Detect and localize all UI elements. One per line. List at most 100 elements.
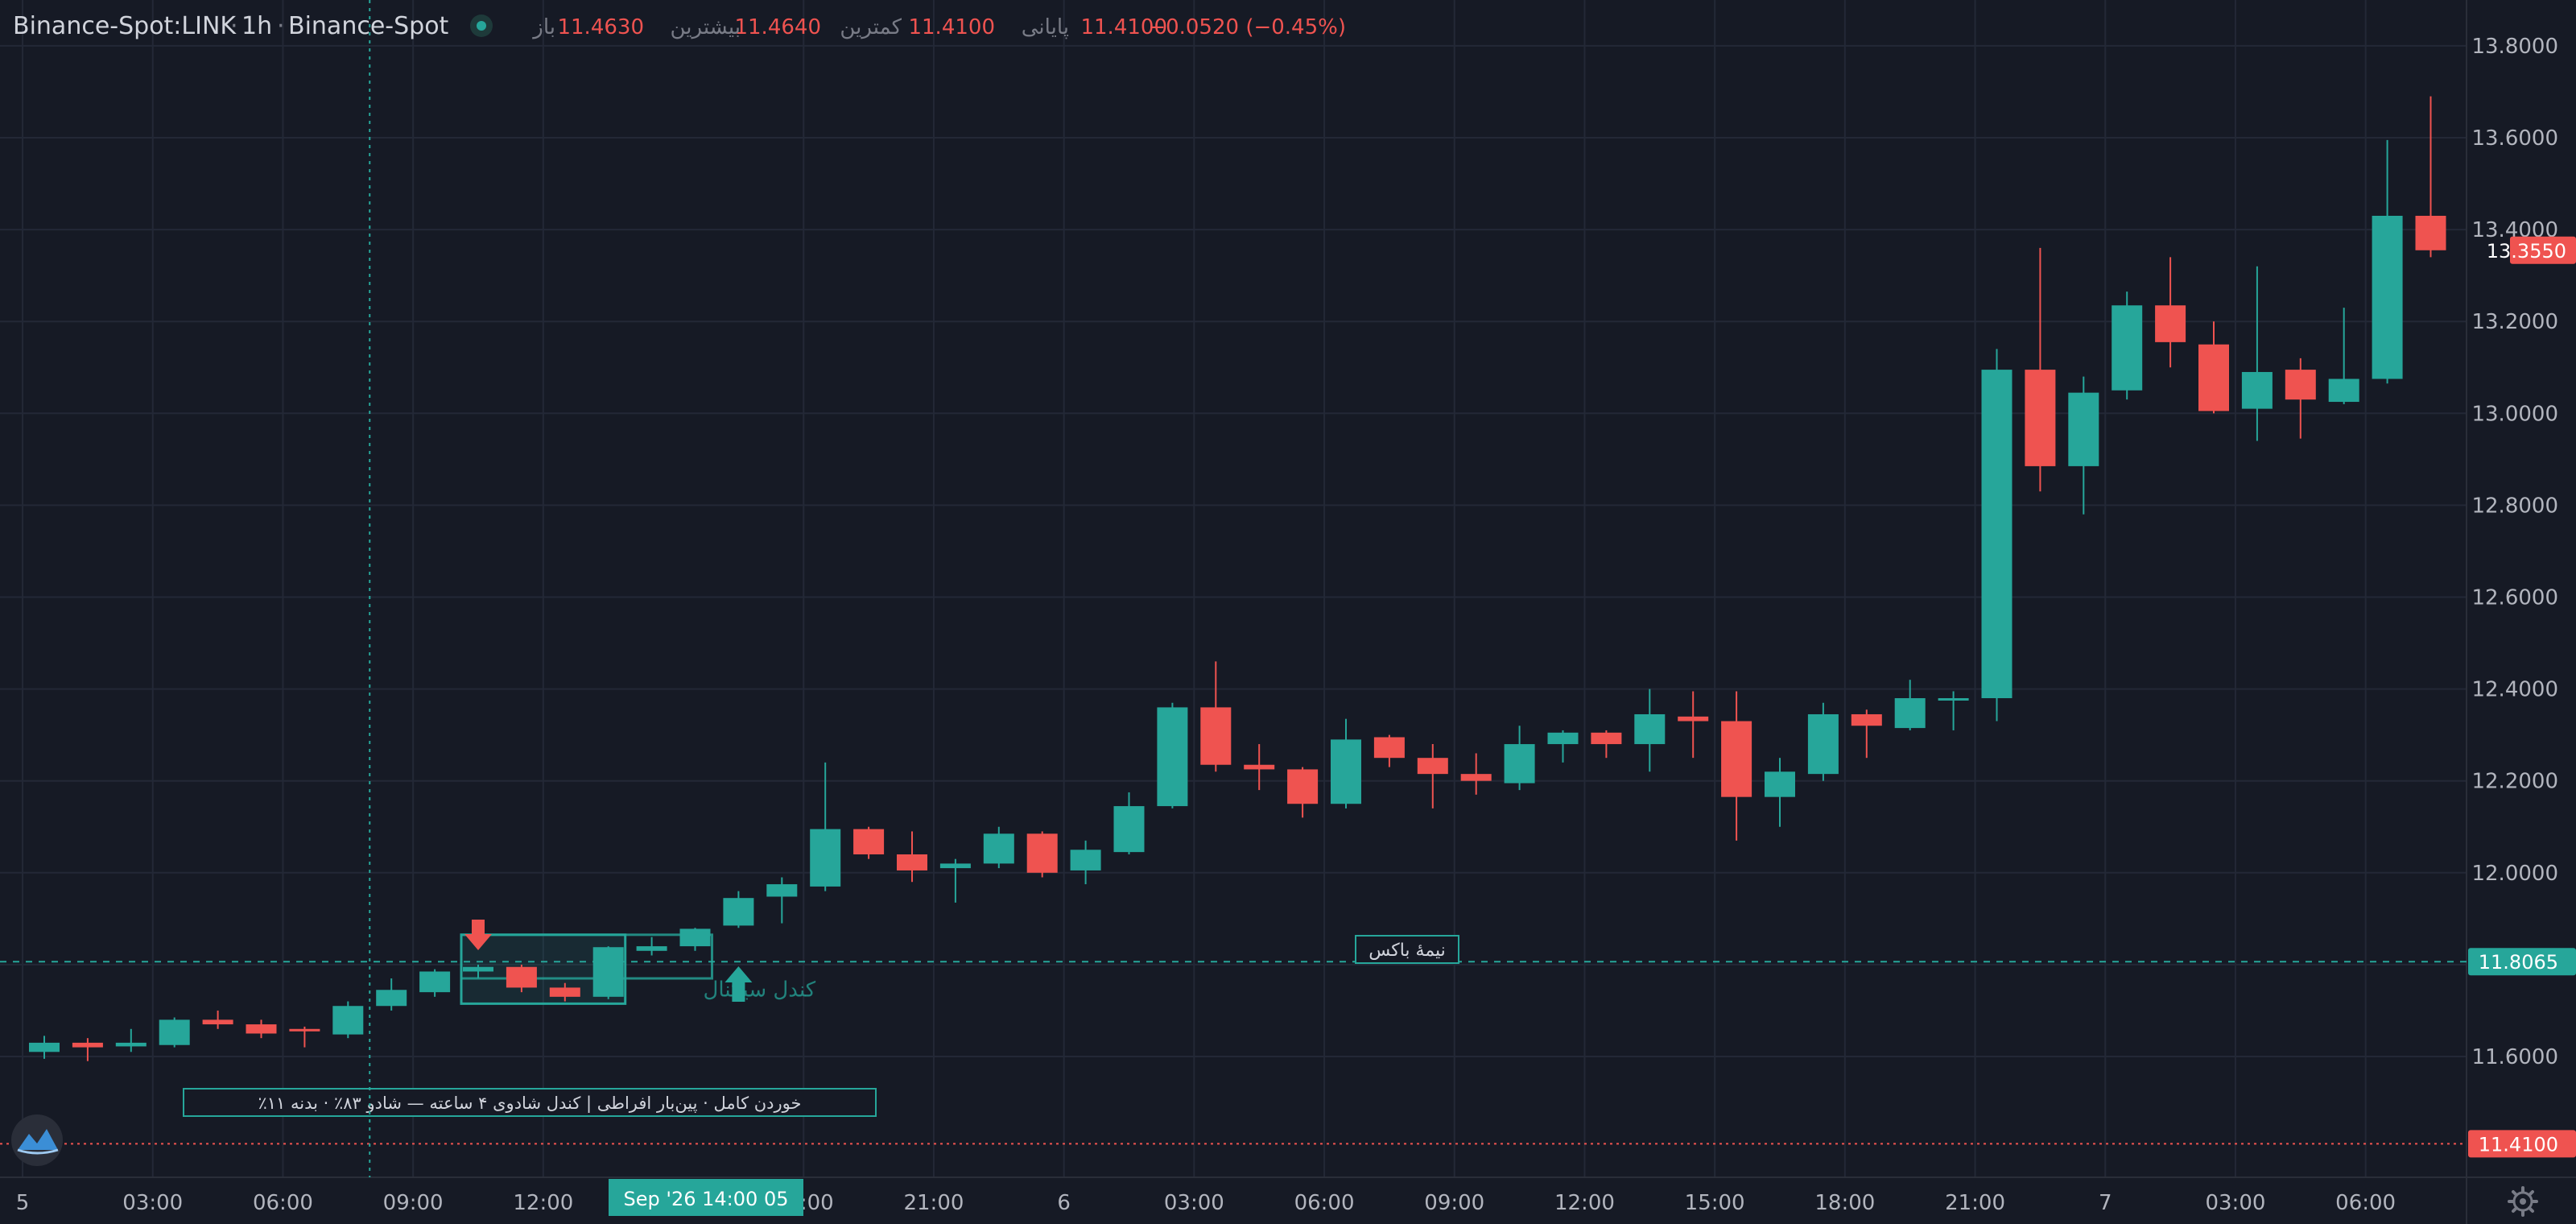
candle-body: [72, 1042, 103, 1048]
candle: [636, 937, 667, 956]
symbol-name[interactable]: Binance-Spot:LINK: [13, 12, 237, 40]
price-axis[interactable]: 11.600011.800012.000012.200012.400012.60…: [2471, 35, 2558, 1069]
candle-body: [983, 833, 1014, 864]
candle: [419, 969, 451, 997]
candle-body: [2241, 371, 2273, 409]
candle-body: [1634, 713, 1666, 745]
arrow-up-icon: [724, 966, 753, 1002]
candle-body: [549, 987, 580, 997]
svg-text:نیمهٔ باکس: نیمهٔ باکس: [1368, 941, 1446, 961]
settings-gear-icon[interactable]: [2508, 1186, 2538, 1217]
x-tick-label: 7: [2099, 1191, 2112, 1215]
low-value: 11.4100: [908, 15, 995, 39]
x-tick-label: 03:00: [2205, 1191, 2265, 1215]
candle: [1460, 753, 1492, 795]
candle-body: [1851, 713, 1882, 726]
candle: [1373, 734, 1405, 767]
x-tick-label: 12:00: [1554, 1191, 1615, 1215]
candle-body: [897, 854, 927, 870]
candle: [897, 831, 927, 883]
candle-body: [853, 829, 885, 854]
time-axis[interactable]: 5 03:00 06:00 09:00 12:00 18:00 21:00 6 03:00 06:…: [16, 1191, 2396, 1215]
candle-body: [2415, 215, 2446, 250]
candle-body: [2198, 344, 2229, 411]
candle-body: [2285, 370, 2316, 400]
candle-body: [2328, 378, 2359, 403]
candle: [1113, 792, 1145, 854]
arrow-down-icon: [464, 920, 492, 950]
candle: [1894, 680, 1926, 730]
candle-body: [2025, 370, 2056, 466]
open-value: 11.4630: [557, 15, 644, 39]
x-tick-label: 15:00: [1685, 1191, 1745, 1215]
candle: [332, 1001, 364, 1039]
candle-body: [419, 971, 451, 993]
x-tick-label: 21:00: [903, 1191, 964, 1215]
candle: [1070, 840, 1101, 885]
candle: [376, 978, 407, 1011]
exchange-label: Binance-Spot: [288, 12, 449, 40]
x-tick-label: 09:00: [1424, 1191, 1484, 1215]
candle: [1547, 730, 1579, 763]
candle-body: [2112, 305, 2143, 391]
candle-body: [2372, 215, 2403, 379]
candle: [1244, 744, 1275, 791]
x-tick-label: 09:00: [383, 1191, 444, 1215]
x-tick-label: 6: [1057, 1191, 1071, 1215]
candle: [1938, 691, 1969, 730]
candle: [506, 964, 537, 993]
candle-body: [1026, 833, 1058, 873]
candle-body: [636, 946, 667, 951]
x-tick-label: 03:00: [1164, 1191, 1224, 1215]
x-tick-label: 06:00: [253, 1191, 313, 1215]
y-tick-label: 12.8000: [2471, 494, 2558, 518]
candle-body: [1070, 850, 1101, 870]
candle: [202, 1010, 233, 1029]
info-annotation: ٪خوردن کامل · پین‌بار افراطی | کندل شادو…: [183, 1088, 877, 1117]
candle-body: [376, 990, 407, 1007]
crosshair-time-label: Sep '26 14:00 05: [609, 1179, 803, 1216]
candle: [983, 826, 1014, 869]
high-label: بیشترین: [671, 15, 741, 39]
close-value: 11.4100: [1080, 15, 1167, 39]
candle: [766, 877, 798, 924]
candle: [853, 826, 885, 859]
candle-body: [1157, 707, 1188, 807]
candle: [939, 858, 971, 903]
candle-body: [289, 1028, 320, 1032]
logo-icon[interactable]: [11, 1114, 63, 1166]
interval-label[interactable]: 1h: [242, 12, 272, 40]
candle-body: [1373, 737, 1405, 759]
candle: [289, 1026, 320, 1048]
candle: [2155, 257, 2186, 368]
candle: [549, 982, 580, 1002]
separator: ·: [230, 12, 238, 40]
candle: [1026, 831, 1058, 878]
candle: [2112, 292, 2143, 400]
candle: [2198, 321, 2229, 414]
y-tick-label: 13.6000: [2471, 126, 2558, 151]
candle: [1504, 726, 1535, 791]
candle-body: [810, 829, 841, 887]
candle: [1417, 744, 1448, 808]
x-tick-label: 21:00: [1945, 1191, 2005, 1215]
svg-text:11.4100: 11.4100: [2479, 1133, 2558, 1156]
candle-body: [115, 1042, 147, 1047]
high-value: 11.4640: [734, 15, 821, 39]
candle-body: [463, 966, 493, 972]
candle: [1200, 661, 1232, 772]
candle-body: [332, 1006, 364, 1035]
candle-body: [29, 1042, 60, 1052]
candle-body: [1591, 732, 1622, 745]
y-tick-label: 13.2000: [2471, 310, 2558, 334]
half-box-label: نیمهٔ باکس: [1355, 935, 1459, 964]
low-label: کمترین: [840, 15, 902, 39]
candle-body: [723, 898, 754, 926]
y-tick-label: 12.0000: [2471, 862, 2558, 886]
candle-body: [1807, 713, 1839, 775]
x-tick-label: 06:00: [2335, 1191, 2396, 1215]
candle-body: [1244, 764, 1275, 770]
y-tick-label: 12.2000: [2471, 770, 2558, 794]
candle-body: [246, 1024, 277, 1034]
